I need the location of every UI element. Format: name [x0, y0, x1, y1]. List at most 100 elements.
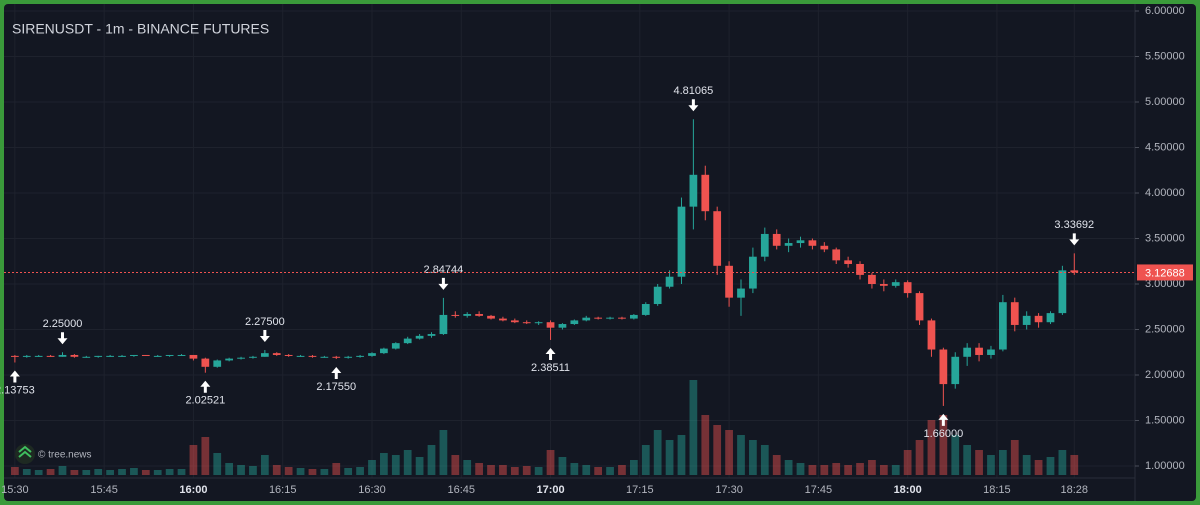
volume-bar — [475, 463, 483, 475]
annotation-label: 1.66000 — [923, 428, 963, 440]
volume-bar — [225, 463, 234, 475]
candle-body — [118, 355, 126, 357]
annotation-label: 2.38511 — [531, 362, 570, 374]
candle-body — [820, 245, 829, 250]
volume-bar — [939, 415, 948, 475]
candle-body — [1034, 315, 1043, 323]
candle-body — [106, 355, 114, 357]
candle-body — [618, 317, 626, 319]
y-tick-label: 1.00000 — [1145, 460, 1185, 472]
candle-body — [939, 349, 948, 385]
candle-body — [582, 317, 591, 321]
candle-body — [879, 283, 888, 286]
x-tick-label: 16:30 — [358, 484, 386, 496]
volume-bar — [701, 415, 710, 475]
annotation-label: 4.81065 — [673, 85, 713, 97]
candle-body — [1046, 313, 1055, 323]
volume-bar — [915, 440, 924, 475]
annotation-arrow — [259, 329, 270, 342]
volume-bar — [82, 470, 91, 475]
volume-bar — [772, 455, 781, 475]
candle-body — [927, 320, 936, 350]
volume-bar — [820, 465, 829, 475]
volume-bar — [22, 469, 31, 475]
volume-bar — [546, 450, 555, 475]
candle-body — [439, 314, 448, 335]
candle-body — [284, 354, 293, 356]
candle-body — [391, 343, 400, 349]
candle-body — [308, 355, 317, 357]
candle-body — [772, 233, 781, 246]
annotation-arrow — [1069, 233, 1080, 246]
x-tick-label: 18:28 — [1061, 484, 1089, 496]
watermark-text: © tree.news — [38, 450, 92, 461]
candle-body — [951, 356, 960, 385]
volume-bar — [1022, 455, 1031, 475]
annotation-label: 2.02521 — [185, 395, 225, 407]
watermark: © tree.news — [15, 444, 92, 464]
candle-body — [487, 315, 495, 319]
candle-body — [475, 314, 483, 316]
volume-bar — [629, 460, 638, 475]
volume-bar — [296, 468, 305, 475]
candle-body — [868, 274, 876, 284]
candle-body — [451, 314, 460, 316]
y-tick-label: 2.00000 — [1145, 369, 1185, 381]
volume-bar — [165, 469, 174, 475]
volume-bar — [118, 469, 126, 475]
candle-body — [11, 355, 19, 357]
candle-body — [713, 211, 722, 266]
candle-body — [510, 320, 519, 323]
candle-body — [94, 355, 103, 357]
volume-bar — [356, 467, 364, 475]
candle-body — [832, 249, 841, 261]
volume-bar — [487, 465, 495, 475]
candle-body — [677, 206, 686, 277]
volume-bar — [332, 463, 341, 475]
x-tick-label: 16:15 — [269, 484, 297, 496]
candle-body — [380, 348, 388, 354]
volume-bar — [749, 440, 757, 475]
volume-bar — [272, 465, 281, 475]
volume-bar — [844, 465, 852, 475]
volume-bar — [58, 466, 67, 475]
volume-bar — [594, 467, 603, 475]
volume-bar — [1058, 450, 1067, 475]
volume-bar — [856, 463, 864, 475]
x-tick-label: 18:00 — [894, 484, 922, 496]
candle-body — [415, 335, 424, 339]
volume-bar — [987, 455, 995, 475]
volume-bar — [46, 469, 55, 475]
volume-bar — [677, 435, 686, 475]
candle-body — [296, 355, 305, 357]
candle-body — [725, 265, 733, 298]
annotation-arrow — [331, 367, 342, 380]
volume-bar — [439, 430, 448, 475]
volume-bar — [70, 470, 79, 475]
volume-bar — [760, 445, 769, 475]
volume-bar — [380, 453, 388, 475]
candle-body — [368, 353, 376, 356]
volume-bar — [725, 430, 733, 475]
candle-body — [332, 356, 341, 358]
candle-body — [427, 334, 436, 336]
candle-body — [606, 317, 614, 319]
volume-bar — [796, 463, 805, 475]
volume-bar — [951, 435, 960, 475]
volume-bar — [582, 465, 591, 475]
volume-bar — [34, 470, 43, 475]
volume-bar — [1034, 460, 1043, 475]
volume-bar — [522, 466, 531, 475]
y-tick-label: 3.00000 — [1145, 278, 1185, 290]
chart-title: SIRENUSDT - 1m - BINANCE FUTURES — [12, 21, 269, 37]
annotation-arrow — [938, 413, 949, 426]
candle-body — [1022, 315, 1031, 325]
candle-body — [463, 314, 472, 316]
candle-body — [653, 286, 662, 305]
annotation-label: 2.13753 — [0, 384, 35, 396]
candle-body — [522, 322, 531, 324]
candle-body — [558, 324, 567, 328]
volume-bar — [510, 467, 519, 475]
candle-body — [225, 358, 234, 361]
